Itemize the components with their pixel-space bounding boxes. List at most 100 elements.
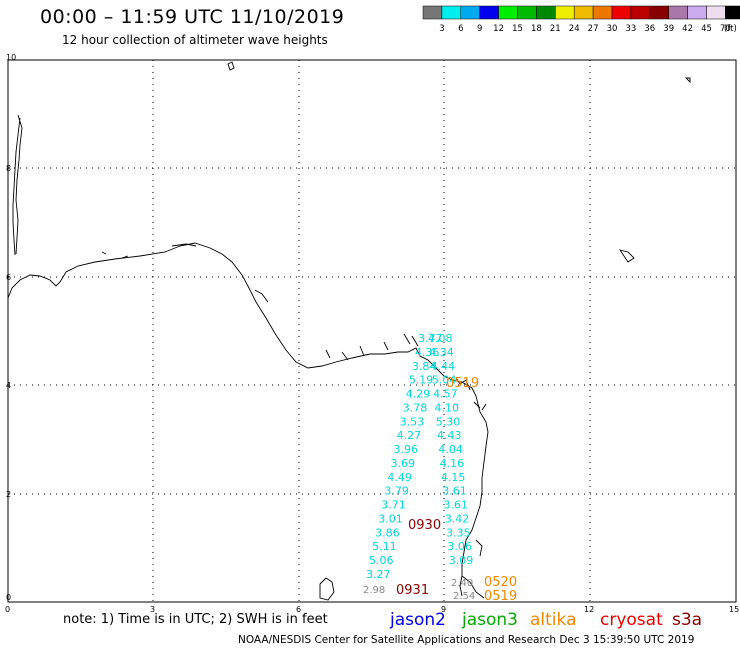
y-tick-label: 6 (6, 273, 11, 282)
footer-note: note: 1) Time is in UTC; 2) SWH is in fe… (63, 612, 328, 627)
pass-time-label: 0520 (484, 575, 517, 590)
color-scale-unit: (ft) (724, 24, 737, 34)
color-scale-labels: 3 6 9 12 15 18 21 24 27 30 33 36 39 42 45 70(ft) (439, 24, 737, 34)
gulf-coast (7, 242, 489, 597)
swh-label: 4.36 (415, 346, 440, 359)
swh-label: 3.86 (375, 526, 400, 539)
swh-label: 4.34 (429, 346, 454, 359)
small-island (684, 77, 691, 84)
color-scale-label: 36 (644, 24, 655, 34)
x-tick-label: 6 (296, 605, 301, 614)
page-subtitle: 12 hour collection of altimeter wave hei… (62, 33, 328, 47)
y-tick-label: 0 (6, 593, 11, 602)
legend-jason2: jason2 (390, 610, 446, 630)
color-scale-label: 24 (569, 24, 580, 34)
page-title: 00:00 – 11:59 UTC 11/10/2019 (40, 6, 345, 28)
swh-label: 4.43 (437, 429, 462, 442)
swh-label: 3.01 (378, 512, 403, 525)
grid (8, 60, 736, 602)
swh-label: 3.42 (445, 512, 470, 525)
coastline (7, 61, 691, 601)
legend-jason3: jason3 (462, 610, 518, 630)
delta-lines (254, 289, 419, 361)
swh-label: 4.08 (428, 332, 453, 345)
x-tick-label: 3 (150, 605, 155, 614)
swh-label: 3.35 (446, 526, 471, 539)
east-shore-details (455, 377, 487, 599)
swh-label: 4.16 (440, 457, 465, 470)
color-scale-label: 27 (588, 24, 599, 34)
small-island (319, 577, 335, 601)
swh-label: 5.19 (409, 374, 434, 387)
swh-label: 4.29 (406, 388, 431, 401)
y-tick-label: 8 (6, 164, 11, 173)
swh-label: 5.11 (372, 540, 397, 553)
swh-label: 3.27 (366, 568, 391, 581)
color-scale-label: 15 (512, 24, 523, 34)
color-scale: 3 6 9 12 15 18 21 24 27 30 33 36 39 42 45 70(ft) (422, 5, 740, 34)
pass-time-label: 0519 (484, 589, 517, 604)
swh-label: 3.09 (449, 554, 474, 567)
pass-time-label: 0930 (408, 518, 441, 533)
y-tick-label: 10 (6, 53, 16, 62)
swh-label: 3.06 (447, 540, 472, 553)
color-scale-label: 39 (663, 24, 674, 34)
swh-gray-labels: 2.98 2.40 2.54 (363, 578, 475, 602)
island-chain (101, 243, 197, 259)
x-tick-label: 15 (729, 605, 739, 614)
swh-label: 4.49 (387, 471, 412, 484)
color-scale-label: 33 (625, 24, 636, 34)
x-tick-label: 9 (441, 605, 446, 614)
color-scale-label: 18 (531, 24, 542, 34)
color-scale-label: 70 (720, 24, 731, 34)
map-frame (7, 59, 737, 603)
swh-label: 3.96 (394, 443, 419, 456)
swh-gray-label: 2.98 (363, 585, 385, 596)
swh-label: 4.04 (438, 443, 463, 456)
swh-label: 4.57 (433, 388, 458, 401)
y-tick-label: 2 (6, 490, 11, 499)
color-scale-swatch (725, 5, 740, 20)
credit-line: NOAA/NESDIS Center for Satellite Applica… (238, 634, 695, 646)
west-coast-islands (12, 114, 23, 256)
swh-label: 4.27 (397, 429, 422, 442)
color-scale-label: 3 (439, 24, 444, 34)
x-tick-label: 0 (5, 605, 10, 614)
swh-label: 5.04 (432, 374, 457, 387)
color-scale-label: 45 (701, 24, 712, 34)
small-island (618, 249, 635, 263)
swh-label: 4.44 (431, 360, 456, 373)
legend-altika: altika (530, 610, 577, 630)
color-scale-label: 12 (493, 24, 504, 34)
swh-label: 3.53 (400, 415, 425, 428)
y-tick-label: 4 (6, 381, 11, 390)
swh-track-labels: 3.774.084.364.343.844.445.195.044.29 4.57… (366, 332, 473, 581)
swh-label: 5.06 (369, 554, 394, 567)
swh-label: 3.61 (444, 499, 469, 512)
color-scale-label: 9 (477, 24, 482, 34)
legend-s3a: s3a (672, 610, 703, 630)
swh-label: 3.79 (384, 485, 409, 498)
swh-label: 3.61 (442, 485, 467, 498)
swh-label: 3.71 (381, 499, 406, 512)
color-scale-swatches (422, 5, 740, 20)
color-scale-label: 30 (607, 24, 618, 34)
swh-label: 4.15 (441, 471, 466, 484)
swh-label: 3.69 (390, 457, 415, 470)
small-island (227, 61, 235, 71)
swh-label: 3.84 (412, 360, 437, 373)
swh-label: 4.10 (434, 401, 459, 414)
color-scale-label: 21 (550, 24, 561, 34)
color-scale-label: 6 (458, 24, 463, 34)
color-scale-label: 42 (682, 24, 693, 34)
swh-label: 3.78 (403, 401, 428, 414)
swh-label: 3.77 (418, 332, 443, 345)
pass-time-label: 0519 (446, 376, 479, 391)
x-tick-label: 12 (584, 605, 594, 614)
swh-label: 5.30 (436, 415, 461, 428)
pass-time-label: 0931 (396, 583, 429, 598)
swh-gray-label: 2.54 (453, 591, 475, 602)
swh-gray-label: 2.40 (451, 578, 473, 589)
legend-cryosat: cryosat (600, 610, 663, 630)
